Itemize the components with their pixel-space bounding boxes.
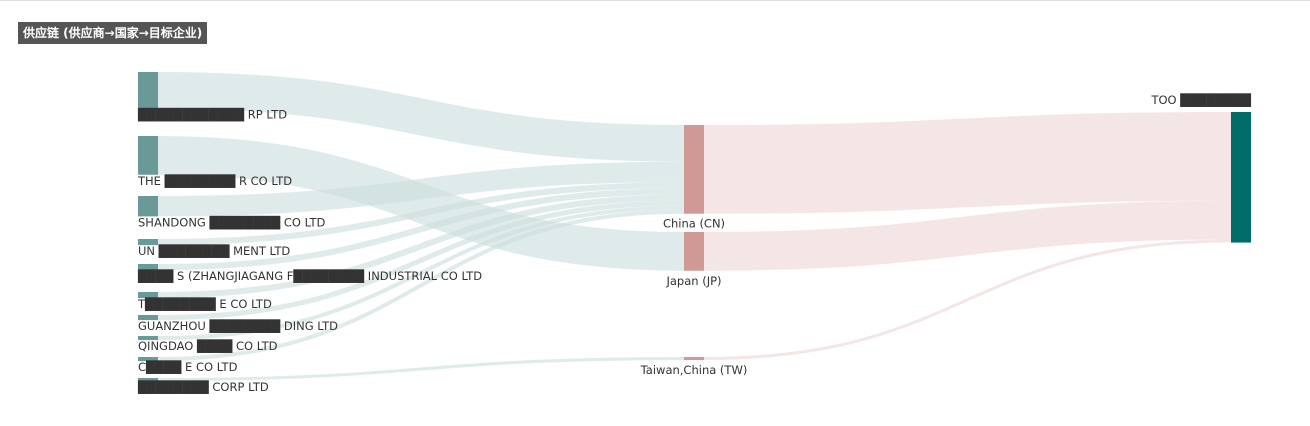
node-s7[interactable] (138, 315, 158, 321)
link-s5-cn[interactable] (157, 188, 685, 271)
link-s7-cn[interactable] (157, 200, 685, 321)
node-label-s2: THE ████████ R CO LTD (137, 174, 292, 188)
node-label-s5: ████ S (ZHANGJIAGANG F████████ INDUSTRIA… (137, 269, 482, 283)
node-label-s6: T████████ E CO LTD (137, 297, 272, 311)
node-t1[interactable] (1231, 112, 1251, 243)
node-label-s3: SHANDONG ████████ CO LTD (138, 215, 325, 229)
node-s10[interactable] (138, 378, 158, 382)
node-s6[interactable] (138, 292, 158, 299)
link-s10-tw[interactable] (157, 357, 685, 382)
link-s6-cn[interactable] (157, 194, 685, 299)
link-s3-cn[interactable] (157, 161, 685, 217)
sankey-labels: ████████████ RP LTD THE ████████ R CO LTD… (137, 93, 1251, 394)
node-label-s1: ████████████ RP LTD (137, 108, 287, 122)
sankey-nodes (138, 72, 1251, 382)
node-label-s10: ████████ CORP LTD (137, 380, 269, 394)
link-s1-cn[interactable] (157, 72, 685, 162)
node-s9[interactable] (138, 357, 158, 362)
node-label-tw: Taiwan,China (TW) (640, 363, 748, 377)
node-label-jp: Japan (JP) (665, 274, 721, 288)
link-s8-cn[interactable] (157, 205, 685, 341)
chart-title: 供应链 (供应商→国家→目标企业) (18, 22, 208, 44)
node-s5[interactable] (138, 264, 158, 271)
node-s1[interactable] (138, 72, 158, 109)
node-cn[interactable] (684, 125, 704, 214)
top-divider (0, 0, 1310, 1)
link-s9-cn[interactable] (157, 209, 685, 362)
node-s2[interactable] (138, 136, 158, 175)
node-jp[interactable] (684, 232, 704, 271)
link-jp-t1[interactable] (703, 200, 1232, 271)
node-label-s7: GUANZHOU ████████ DING LTD (138, 319, 338, 333)
node-s4[interactable] (138, 239, 158, 246)
link-s2-jp[interactable] (157, 136, 685, 271)
node-s8[interactable] (138, 336, 158, 341)
link-tw-t1[interactable] (703, 239, 1232, 361)
node-label-cn: China (CN) (663, 217, 725, 231)
sankey-links (157, 72, 1232, 382)
node-label-s8: QINGDAO ████ CO LTD (138, 339, 278, 353)
node-label-s4: UN ████████ MENT LTD (138, 244, 290, 258)
node-tw[interactable] (684, 357, 704, 361)
link-cn-t1[interactable] (703, 112, 1232, 214)
link-s4-cn[interactable] (157, 182, 685, 246)
node-label-t1: TOO ████████ (1150, 93, 1251, 107)
node-label-s9: C████ E CO LTD (138, 360, 238, 374)
node-s3[interactable] (138, 196, 158, 217)
